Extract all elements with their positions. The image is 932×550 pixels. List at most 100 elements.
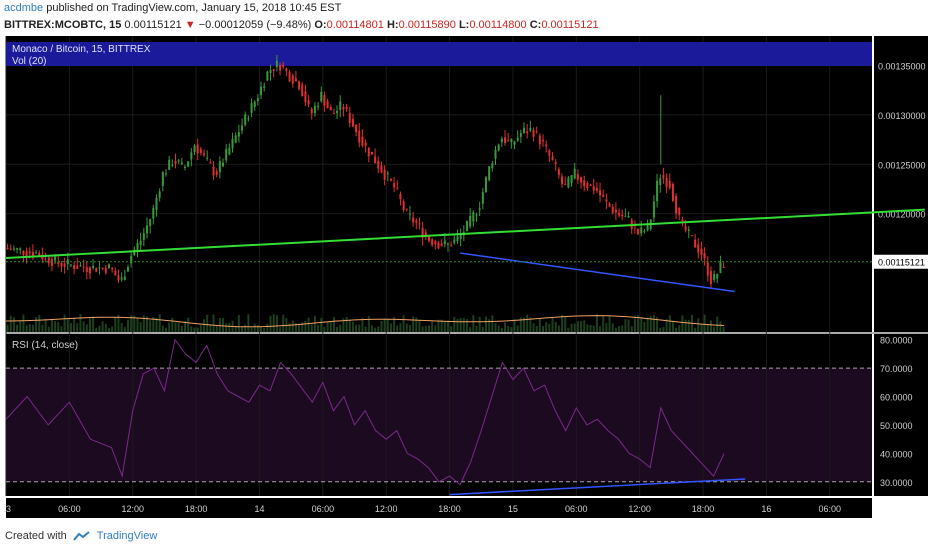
price-tick-label: 0.00130000	[878, 111, 926, 121]
candle-body	[206, 157, 209, 159]
volume-bar	[484, 316, 487, 332]
volume-bar	[117, 314, 120, 332]
candle-body	[389, 178, 392, 181]
candle-body	[275, 60, 278, 68]
volume-bar	[719, 321, 722, 332]
volume-bar	[22, 314, 25, 332]
volume-bar	[716, 316, 719, 332]
candle-body	[370, 151, 373, 155]
candle-body	[231, 138, 234, 149]
time-tick-label: 06:00	[818, 504, 841, 514]
volume-bar	[9, 315, 12, 332]
volume-bar	[50, 318, 53, 332]
volume-bar	[35, 317, 38, 332]
candle-body	[662, 175, 665, 179]
candle-body	[31, 252, 34, 257]
candle-body	[158, 191, 161, 198]
volume-bar	[332, 316, 335, 332]
candle-body	[161, 172, 164, 186]
candle-body	[703, 253, 706, 259]
candle-body	[85, 267, 88, 272]
volume-bar	[475, 326, 478, 332]
volume-bar	[532, 323, 535, 332]
volume-bar	[161, 325, 164, 332]
candle-body	[19, 248, 22, 251]
candle-body	[111, 267, 114, 270]
candle-body	[253, 101, 256, 108]
candle-body	[450, 245, 453, 247]
volume-bar	[44, 318, 47, 332]
candle-body	[618, 212, 621, 216]
volume-bar	[237, 315, 240, 332]
candle-body	[576, 174, 579, 180]
candle-body	[12, 248, 15, 250]
volume-bar	[374, 327, 377, 332]
rsi-trendline	[449, 478, 746, 496]
candle-body	[222, 162, 225, 167]
chart-area[interactable]: 0.00135000 0.00130000 0.00125000 0.00120000…	[4, 36, 928, 524]
volume-bar	[123, 327, 126, 332]
volume-bar	[504, 322, 507, 332]
candle-body	[602, 194, 605, 197]
author-link[interactable]: acdmbe	[4, 2, 44, 14]
candle-body	[716, 273, 719, 279]
volume-bar	[640, 316, 643, 332]
volume-bar	[605, 323, 608, 332]
volume-bar	[488, 319, 491, 332]
volume-bar	[111, 326, 114, 332]
time-tick-label: 13	[4, 504, 11, 514]
volume-bar	[85, 324, 88, 332]
volume-bar	[244, 324, 247, 332]
header-line-1: acdmbe published on TradingView.com, Jan…	[4, 2, 341, 14]
volume-bar	[317, 324, 320, 332]
volume-bar	[253, 323, 256, 332]
candle-body	[424, 232, 427, 238]
candle-body	[494, 149, 497, 159]
volume-bar	[41, 324, 44, 332]
candle-body	[478, 208, 481, 210]
volume-bar	[228, 322, 231, 332]
candle-body	[656, 180, 659, 202]
time-tick-label: 18:00	[185, 504, 208, 514]
volume-bar	[608, 315, 611, 332]
volume-bar	[599, 326, 602, 332]
volume-bar	[713, 326, 716, 332]
volume-bar	[92, 316, 95, 332]
candle-body	[98, 267, 101, 269]
candle-body	[694, 239, 697, 248]
volume-bar	[478, 316, 481, 332]
volume-bar	[443, 320, 446, 332]
candle-body	[196, 144, 199, 154]
candle-body	[434, 240, 437, 245]
volume-bar	[424, 325, 427, 332]
volume-bar	[133, 315, 136, 332]
close-label: C:	[529, 19, 542, 31]
candle-body	[291, 75, 294, 84]
candle-body	[212, 166, 215, 176]
last-price-tag	[874, 254, 928, 269]
volume-bar	[342, 318, 345, 332]
candle-body	[475, 214, 478, 216]
candle-body	[215, 171, 218, 175]
low-value: 0.00114800	[469, 19, 527, 31]
price-pane	[6, 36, 872, 332]
volume-bar	[215, 325, 218, 332]
tradingview-brand[interactable]: TradingView	[96, 530, 158, 542]
volume-bar	[529, 317, 532, 332]
candle-body	[282, 64, 285, 67]
volume-bar	[28, 324, 31, 332]
rsi-axis	[874, 334, 928, 496]
volume-bar	[383, 318, 386, 332]
volume-bar	[310, 324, 313, 332]
candle-body	[364, 142, 367, 146]
volume-bar	[136, 318, 139, 332]
candle-body	[133, 249, 136, 256]
volume-bar	[431, 321, 434, 332]
volume-bar	[542, 326, 545, 332]
candle-body	[690, 235, 693, 237]
volume-bar	[158, 314, 161, 332]
candle-body	[646, 224, 649, 231]
volume-bar	[380, 321, 383, 332]
candle-body	[9, 248, 12, 250]
volume-bar	[675, 327, 678, 332]
